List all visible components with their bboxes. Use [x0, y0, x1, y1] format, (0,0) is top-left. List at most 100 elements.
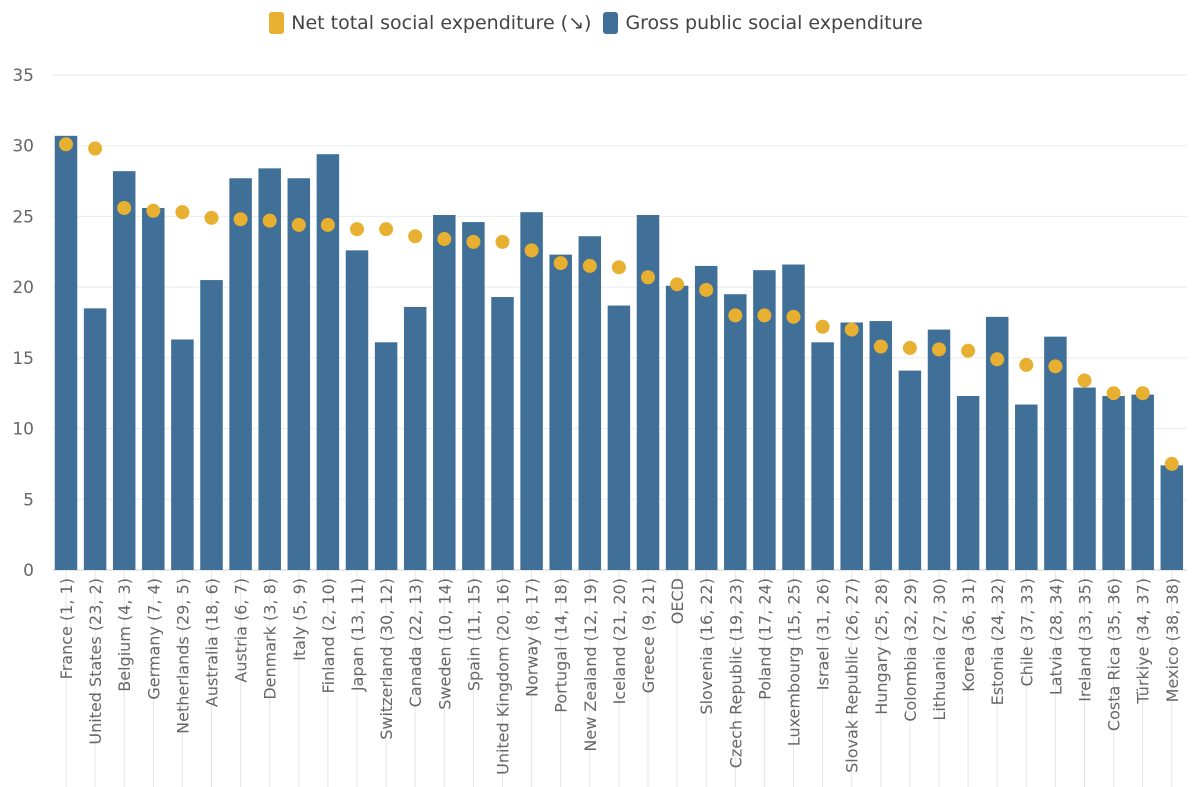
- dot-marker: [291, 217, 306, 232]
- x-tick-label: Mexico (38, 38): [1163, 578, 1182, 702]
- dot-marker: [1048, 359, 1063, 374]
- dot-marker: [146, 203, 161, 218]
- x-tick-label: Belgium (4, 3): [115, 578, 134, 692]
- x-tick-label: United States (23, 2): [86, 578, 105, 745]
- y-tick-label: 5: [23, 490, 34, 510]
- legend-item-net-total[interactable]: Net total social expenditure (↘): [269, 12, 591, 34]
- x-tick-label: New Zealand (12, 19): [581, 578, 600, 752]
- bar: [491, 297, 514, 570]
- dot-marker: [786, 309, 801, 324]
- x-tick-label: Netherlands (29, 5): [173, 578, 192, 734]
- dot-marker: [320, 217, 335, 232]
- dot-marker: [379, 222, 394, 237]
- x-tick-label: Spain (11, 15): [464, 578, 483, 691]
- dot-marker: [175, 205, 190, 220]
- x-tick-label: Estonia (24, 32): [988, 578, 1007, 705]
- bar: [200, 280, 223, 570]
- bar: [374, 342, 398, 570]
- x-tick-label: Lithuania (27, 30): [930, 578, 949, 721]
- dot-series-net-total: [59, 137, 1179, 471]
- x-tick-label: Poland (17, 24): [755, 578, 774, 700]
- dot-marker: [1019, 357, 1034, 372]
- bar: [549, 254, 572, 570]
- x-tick-label: Iceland (21, 20): [610, 578, 629, 704]
- bar: [345, 250, 369, 570]
- x-tick-label: Hungary (25, 28): [872, 578, 891, 715]
- x-tick-label: Portugal (14, 18): [552, 578, 571, 713]
- dot-marker: [902, 340, 917, 355]
- bar: [753, 270, 776, 570]
- bar: [636, 215, 660, 570]
- x-axis: France (1, 1) United States (23, 2) Belgiu…: [57, 570, 1182, 787]
- dot-marker: [670, 277, 685, 292]
- bar: [665, 285, 689, 570]
- dot-marker: [932, 342, 946, 357]
- x-tick-label: Latvia (28, 34): [1046, 578, 1065, 695]
- bar: [869, 321, 893, 570]
- dot-marker: [1164, 456, 1179, 471]
- dot-marker: [844, 322, 859, 337]
- dot-marker: [757, 308, 772, 323]
- dot-marker: [262, 213, 277, 228]
- bar: [54, 135, 78, 571]
- x-tick-label: Austria (6, 7): [232, 578, 251, 683]
- bar: [1160, 465, 1184, 570]
- x-tick-label: Switzerland (30, 12): [377, 578, 396, 740]
- x-tick-label: Korea (36, 31): [959, 578, 978, 692]
- bar: [142, 207, 165, 570]
- bar: [1131, 394, 1154, 570]
- y-tick-label: 25: [12, 207, 34, 227]
- bar-series-gross-public: [54, 135, 1184, 571]
- bar: [171, 339, 194, 570]
- dot-marker: [553, 256, 568, 271]
- x-tick-label: Norway (8, 17): [523, 578, 542, 697]
- x-tick-label: Finland (2, 10): [319, 578, 338, 693]
- x-tick-label: Denmark (3, 8): [261, 578, 280, 700]
- dot-marker: [204, 210, 219, 225]
- bar: [578, 236, 602, 570]
- dot-marker: [88, 141, 103, 156]
- dot-marker: [582, 258, 597, 273]
- y-tick-label: 35: [12, 66, 34, 86]
- bar: [83, 308, 107, 570]
- x-tick-label: OECD: [668, 578, 687, 624]
- bar: [985, 316, 1009, 570]
- dot-marker: [408, 229, 423, 244]
- y-tick-label: 0: [23, 561, 34, 581]
- y-tick-label: 20: [12, 278, 34, 298]
- bar: [927, 329, 951, 570]
- dot-marker: [1106, 386, 1121, 401]
- chart-legend: Net total social expenditure (↘) Gross p…: [0, 12, 1192, 34]
- bar: [1044, 336, 1067, 570]
- dot-marker: [641, 270, 655, 285]
- x-tick-label: United Kingdom (20, 16): [494, 578, 513, 775]
- x-tick-label: Canada (22, 13): [406, 578, 425, 707]
- dot-marker: [990, 352, 1005, 367]
- dot-marker: [815, 319, 830, 334]
- dot-marker: [699, 282, 714, 297]
- bar: [956, 396, 980, 570]
- x-tick-label: Japan (13, 11): [348, 578, 367, 692]
- dot-marker: [1077, 373, 1092, 388]
- x-tick-label: Luxembourg (15, 25): [785, 578, 804, 746]
- x-tick-label: Costa Rica (35, 36): [1105, 578, 1124, 731]
- bar: [782, 264, 805, 570]
- bar: [520, 212, 543, 570]
- x-tick-label: Chile (37, 33): [1017, 578, 1036, 687]
- x-tick-label: Czech Republic (19, 23): [726, 578, 745, 768]
- dot-marker: [873, 339, 888, 354]
- dot-marker: [350, 222, 364, 237]
- dot-marker: [117, 200, 132, 215]
- x-tick-label: Slovak Republic (26, 27): [843, 578, 862, 773]
- dot-marker: [961, 343, 976, 358]
- x-tick-label: Israel (31, 26): [814, 578, 833, 690]
- legend-swatch-net-total: [269, 12, 285, 34]
- x-tick-label: Ireland (33, 35): [1076, 578, 1095, 702]
- y-tick-label: 15: [12, 349, 34, 369]
- legend-item-gross-public[interactable]: Gross public social expenditure: [603, 12, 923, 34]
- dot-marker: [524, 243, 539, 258]
- bar: [1102, 396, 1125, 570]
- y-tick-label: 30: [12, 137, 34, 157]
- bar: [403, 306, 427, 570]
